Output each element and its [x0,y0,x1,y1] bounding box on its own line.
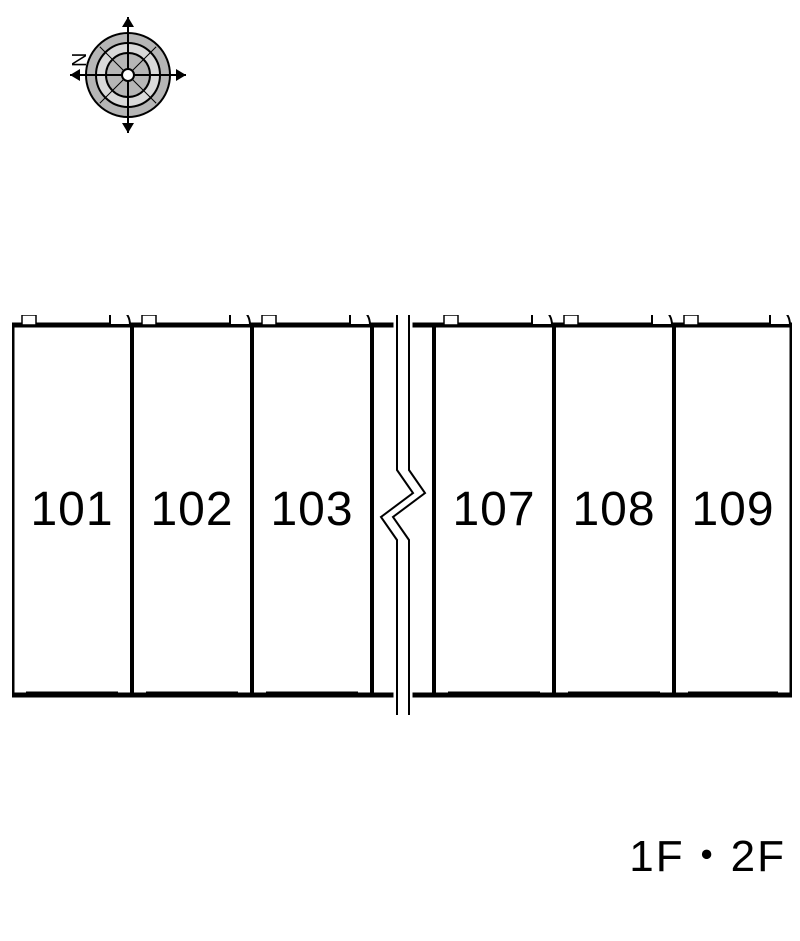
compass-rose: N [8,10,208,140]
unit-label-103: 103 [270,483,353,536]
unit-label-101: 101 [30,483,113,536]
unit-label-109: 109 [691,483,774,536]
unit-label-102: 102 [150,483,233,536]
floor-plan: 101 102 103 107 108 109 [12,315,792,720]
compass-north-label: N [69,53,91,67]
unit-label-108: 108 [572,483,655,536]
page-canvas: N 101 102 103 107 108 109 1F・2F [0,0,800,941]
unit-label-107: 107 [452,483,535,536]
floor-label: 1F・2F [629,820,786,884]
